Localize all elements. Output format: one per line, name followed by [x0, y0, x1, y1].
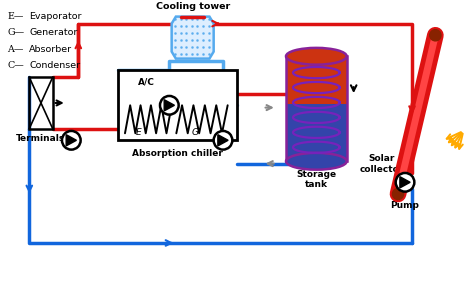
Text: E: E [136, 127, 142, 137]
Text: Pump: Pump [391, 201, 419, 210]
Text: Condenser: Condenser [29, 61, 81, 70]
Bar [118, 70, 237, 140]
Text: Terminals: Terminals [16, 134, 65, 143]
Text: A—: A— [8, 45, 24, 54]
Circle shape [160, 96, 179, 115]
Text: E—: E— [8, 12, 24, 21]
Polygon shape [218, 135, 228, 146]
Bar [29, 77, 53, 129]
Bar [286, 56, 346, 104]
Text: Evaporator: Evaporator [29, 12, 82, 21]
Polygon shape [400, 177, 410, 188]
Circle shape [430, 30, 441, 41]
Ellipse shape [286, 153, 346, 170]
Text: Generator: Generator [29, 28, 78, 37]
Bar [286, 56, 346, 161]
Circle shape [396, 173, 414, 192]
Polygon shape [66, 135, 76, 146]
Text: Solar
collector: Solar collector [360, 154, 404, 174]
Circle shape [214, 131, 232, 150]
Ellipse shape [286, 48, 346, 65]
Circle shape [62, 131, 81, 150]
Text: G—: G— [8, 28, 25, 37]
Text: Absorber: Absorber [29, 45, 73, 54]
Text: A/C: A/C [137, 78, 155, 86]
Polygon shape [164, 100, 174, 111]
Circle shape [392, 188, 404, 199]
Polygon shape [172, 17, 214, 59]
Bar [286, 56, 346, 161]
Text: C—: C— [8, 61, 24, 70]
Text: Absorption chiller: Absorption chiller [132, 149, 223, 158]
Text: Storage
tank: Storage tank [296, 170, 337, 189]
Text: Cooling tower: Cooling tower [155, 2, 230, 11]
Text: G: G [191, 127, 199, 137]
